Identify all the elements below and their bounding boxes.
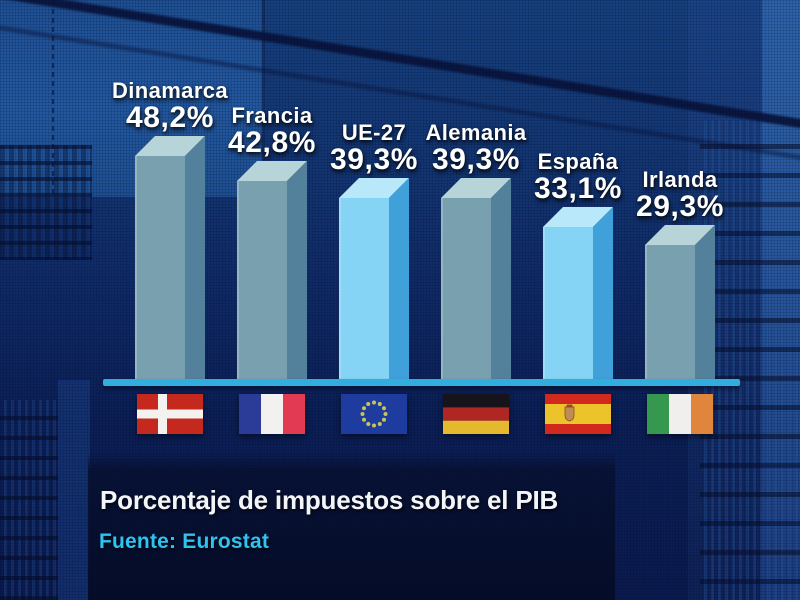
bar-top-face [645, 225, 715, 245]
background-band-bottomleft [58, 380, 90, 600]
bar-country-name: Dinamarca [111, 78, 229, 103]
bar-top-face [237, 161, 307, 181]
denmark-flag-icon [137, 394, 203, 434]
bar-label-irlanda: Irlanda 29,3% [636, 168, 724, 222]
bar-label-francia: Francia 42,8% [228, 104, 316, 158]
chart-source: Fuente: Eurostat [99, 530, 270, 553]
bar-side-face [593, 207, 613, 383]
bar-label-ue-27: UE-27 39,3% [330, 121, 418, 175]
bar-value: 48,2% [125, 101, 215, 134]
bar-front-face [441, 198, 491, 383]
european-union-flag-icon [341, 394, 407, 434]
bar-top-face [441, 178, 511, 198]
bar-front-face [135, 156, 185, 383]
bar-label-dinamarca: Dinamarca 48,2% [112, 79, 228, 133]
bar-country-name: Alemania [425, 120, 527, 145]
bar-country-name: Irlanda [642, 167, 718, 192]
x-axis-baseline [103, 379, 740, 386]
bar-country-name: UE-27 [341, 120, 407, 145]
bar-side-face [185, 136, 205, 383]
bar-value: 33,1% [533, 172, 623, 205]
bar-side-face [287, 161, 307, 383]
france-flag-icon [239, 394, 305, 434]
bar-side-face [695, 225, 715, 383]
bar-front-face [237, 181, 287, 383]
bar-value: 42,8% [227, 126, 317, 159]
bar-top-face [543, 207, 613, 227]
spain-flag-icon [545, 394, 611, 434]
background-dotted-vline [52, 0, 54, 197]
bar-country-name: España [537, 149, 619, 174]
background-dotrows-bottomleft [0, 400, 58, 600]
background-dotrows-right [700, 120, 800, 600]
background-dashes-left [0, 145, 92, 260]
bar-top-face [135, 136, 205, 156]
germany-flag-icon [443, 394, 509, 434]
chart-title: Porcentaje de impuestos sobre el PIB [100, 485, 559, 515]
bar-value: 39,3% [329, 143, 419, 176]
bar-value: 39,3% [431, 143, 521, 176]
footer-background-panel [88, 452, 615, 600]
bar-top-face [339, 178, 409, 198]
bar-side-face [491, 178, 511, 383]
ireland-flag-icon [647, 394, 713, 434]
bar-front-face [645, 245, 695, 383]
bar-value: 29,3% [635, 190, 725, 223]
bar-front-face [543, 227, 593, 383]
bar-label-espana: España 33,1% [534, 150, 622, 204]
bar-country-name: Francia [231, 103, 313, 128]
bar-front-face [339, 198, 389, 383]
bar-side-face [389, 178, 409, 383]
bar-label-alemania: Alemania 39,3% [425, 121, 526, 175]
